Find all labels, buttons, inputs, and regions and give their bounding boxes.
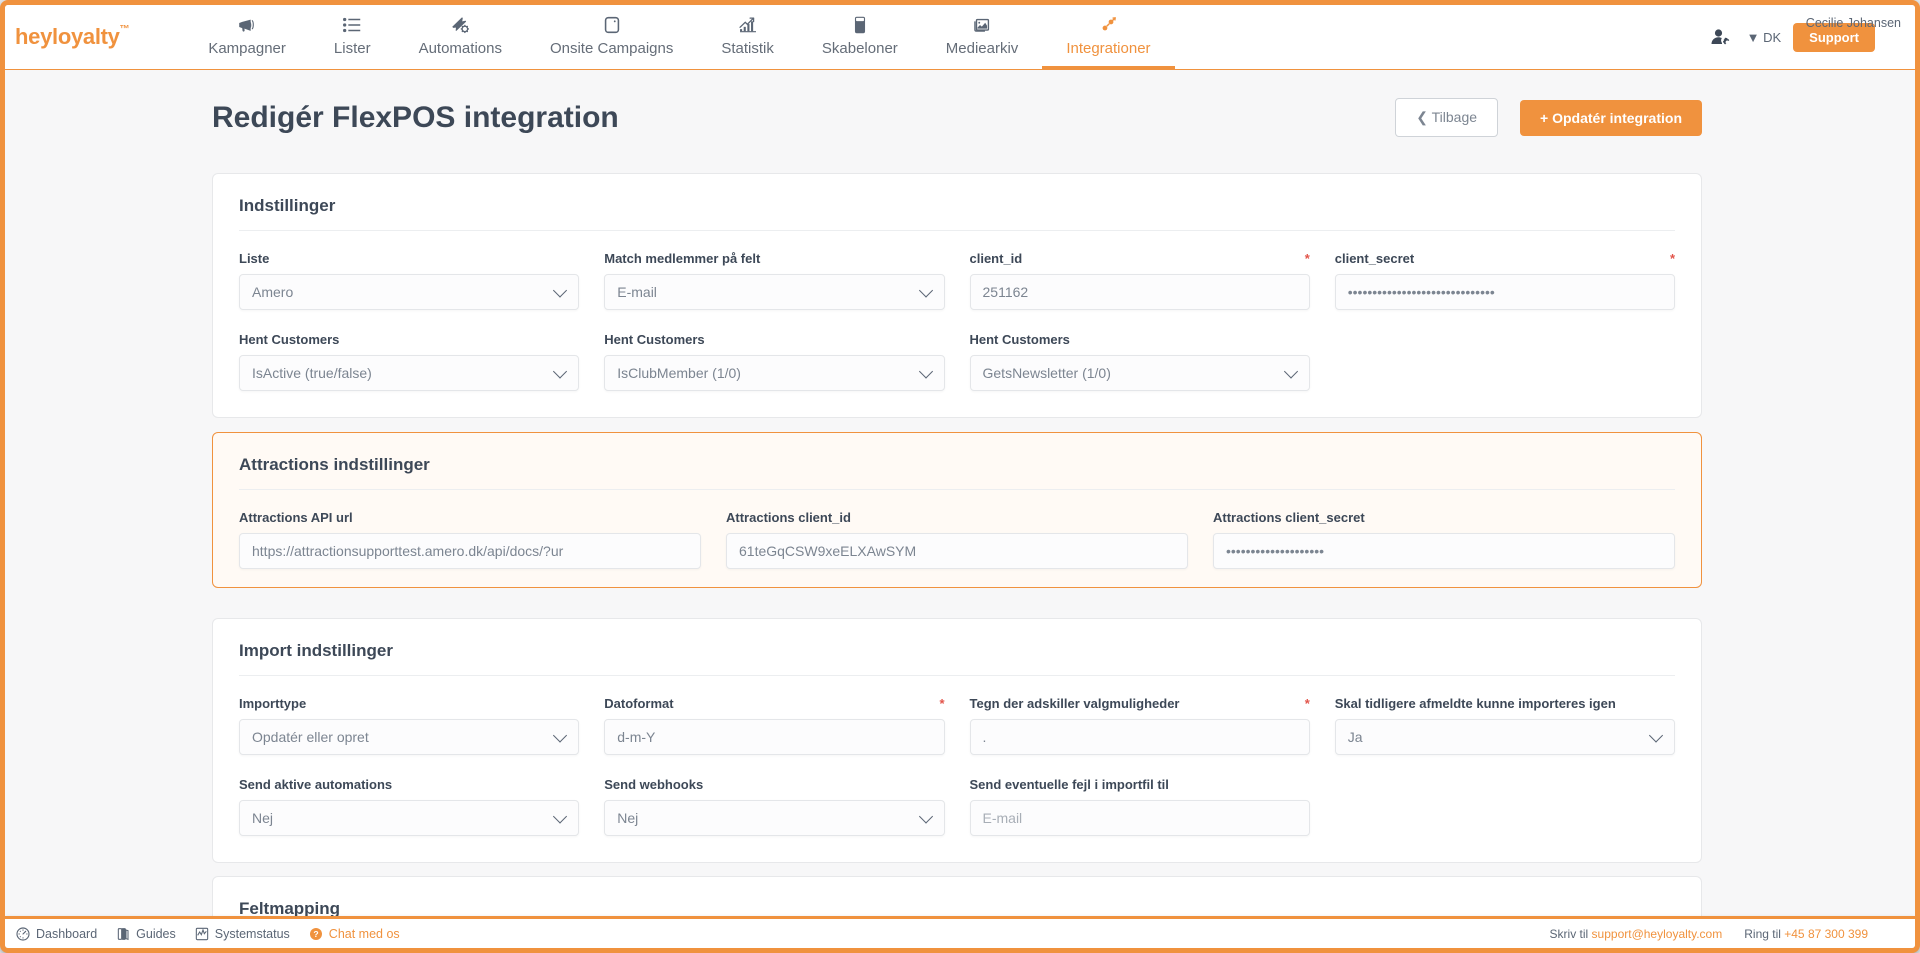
svg-text:?: ?: [313, 929, 318, 939]
